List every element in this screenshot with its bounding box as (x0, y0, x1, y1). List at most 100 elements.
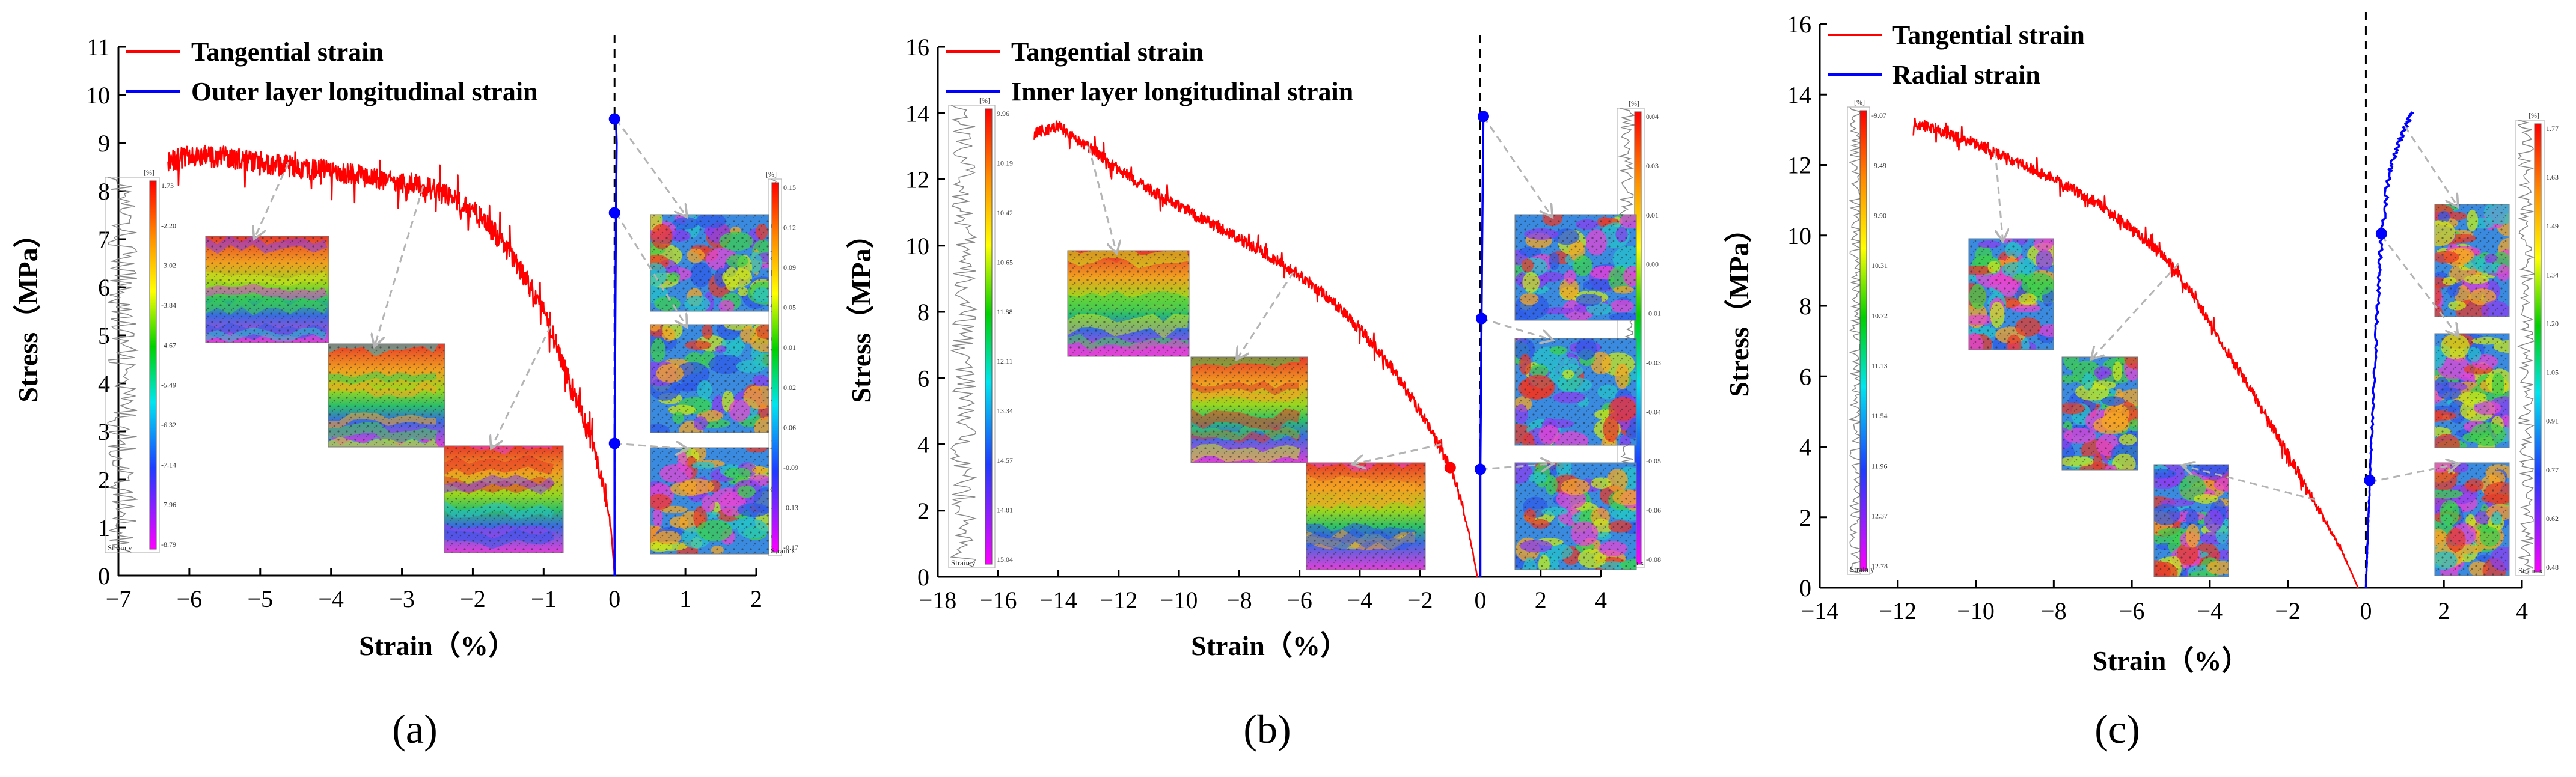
dic-speckle (2154, 465, 2229, 577)
dic-speckle (650, 215, 769, 311)
colorbar-tick-label-right: -0.01 (1646, 309, 1661, 318)
data-point-marker (608, 437, 620, 449)
colorbar-tick-label-right: 0.15 (783, 183, 796, 192)
dic-image-content (650, 325, 769, 433)
colorbar-frame-left (105, 177, 160, 553)
colorbar-profile-right (2516, 120, 2535, 575)
panel-a: −7 −6 −5 −4 −3 −2 −1 0 1 2 0 1 2 3 4 5 6 7 8 9 10 11 Strain（%）… (13, 34, 798, 661)
colorbar-tick-label-left: 15.04 (997, 555, 1013, 564)
colorbar-left: [%] 9.96 10.19 10.42 10.65 11.88 12.11 13.34 14.… (948, 96, 1013, 568)
legend-label: Tangential strain (1892, 20, 2085, 50)
dic-strain-image (1514, 462, 1637, 570)
colorbar-unit-left: [%] (144, 168, 154, 177)
dic-strain-image (1968, 238, 2054, 350)
y-tick-label: 2 (1799, 504, 1811, 531)
colorbar-tick-label-right: -0.03 (1646, 358, 1661, 367)
dic-image-frame (1968, 238, 2054, 350)
dic-image-frame (2434, 204, 2510, 317)
dic-image-content (1969, 239, 2054, 350)
series-line-second (613, 118, 618, 576)
y-tick-label: 3 (98, 418, 110, 445)
dic-image-frame (650, 447, 769, 555)
callout-arrow (255, 162, 290, 237)
y-tick-label: 8 (1799, 293, 1811, 320)
colorbar-tick-label-left: 14.81 (997, 506, 1013, 514)
colorbar-tick-label-right: 0.03 (1646, 162, 1659, 170)
x-tick-label: 2 (1535, 587, 1547, 614)
x-tick-label: 0 (2360, 597, 2372, 624)
colorbar-strip-left (985, 108, 993, 565)
y-tick-label: 10 (905, 233, 929, 260)
panel-b: −18 −16 −14 −12 −10 −8 −6 −4 −2 0 2 4 0 2 4 6 8 10 12 14 16 S… (846, 34, 1661, 661)
dic-speckle (2435, 204, 2509, 317)
dic-image-content (2435, 463, 2509, 576)
colorbar-left: [%] 1.73 -2.20 -3.02 -3.84 -4.67 -5.49 -6.32 -7.… (105, 168, 176, 553)
x-tick-label: −12 (1100, 587, 1138, 614)
callout-arrow (1481, 317, 1551, 340)
y-tick-label: 2 (917, 498, 929, 525)
y-tick-label: 10 (1787, 222, 1811, 249)
dic-image-content (444, 446, 563, 553)
dic-speckle (328, 344, 445, 447)
legend: Tangential strain Radial strain (1828, 20, 2085, 90)
series-line-tangential (1912, 117, 2359, 588)
dic-strain-image (650, 214, 769, 312)
dic-image-frame (650, 214, 769, 312)
colorbar-label-left: Strain y (108, 543, 132, 552)
dic-strain-image (2153, 464, 2229, 577)
colorbar-tick-label-left: 10.31 (1871, 261, 1888, 270)
x-tick-label: −1 (531, 585, 557, 612)
data-point-marker (1444, 462, 1456, 474)
colorbar-strip-right (2534, 123, 2542, 573)
dic-speckle (206, 236, 329, 343)
colorbar-tick-label-left: -5.49 (161, 381, 176, 389)
colorbar-profile-left (950, 105, 978, 567)
y-tick-label: 6 (917, 365, 929, 392)
dic-speckle (650, 448, 769, 554)
series-line-second (1479, 116, 1485, 577)
callout-arrow (1354, 443, 1442, 465)
colorbar-label-right: Strain x (2518, 566, 2543, 575)
dic-image-content (1191, 357, 1308, 463)
dic-speckle (1969, 239, 2054, 350)
callout-arrow (615, 212, 687, 326)
colorbar-tick-label-right: 0.06 (783, 423, 796, 431)
x-axis-label: Strain（%） (359, 630, 516, 661)
callout-arrow (375, 186, 424, 345)
callout-arrow (2369, 464, 2457, 483)
dic-speckle (1306, 463, 1425, 570)
legend-label: Tangential strain (191, 37, 384, 67)
y-axis-label: Stress（MPa） (13, 220, 43, 402)
x-tick-label: −4 (2197, 597, 2223, 624)
colorbar-tick-label-right: 1.49 (2546, 222, 2559, 230)
dic-image-frame (650, 324, 769, 433)
colorbar-unit-right: [%] (1629, 99, 1639, 108)
dic-speckle (2435, 463, 2509, 576)
colorbar-tick-label-left: -9.49 (1871, 161, 1886, 169)
dic-strain-image (2434, 204, 2510, 317)
y-axis-label: Stress（MPa） (1724, 215, 1754, 397)
colorbar-profile-left (1848, 106, 1864, 574)
colorbar-tick-label-right: 0.77 (2546, 466, 2559, 474)
colorbar-tick-label-right: 1.20 (2546, 319, 2559, 328)
colorbar-tick-label-left: -7.14 (161, 460, 176, 469)
dic-image-frame (328, 343, 445, 448)
colorbar-unit-right: [%] (766, 170, 777, 178)
colorbar-tick-label-right: 0.02 (783, 383, 796, 392)
y-axis-label: Stress（MPa） (846, 221, 877, 403)
legend-label: Tangential strain (1011, 37, 1204, 67)
x-axis-label: Strain（%） (1191, 630, 1348, 661)
x-tick-label: −14 (1039, 587, 1077, 614)
colorbar-unit-left: [%] (1854, 98, 1865, 106)
dic-image-content (1068, 251, 1189, 356)
y-tick-label: 16 (905, 34, 929, 61)
dic-image-content (328, 344, 445, 447)
y-tick-label: 8 (98, 178, 110, 205)
colorbar-tick-label-right: -0.04 (1646, 407, 1661, 416)
colorbar-tick-label-left: 12.78 (1871, 562, 1888, 570)
panel-c: −14 −12 −10 −8 −6 −4 −2 0 2 4 0 2 4 6 8 10 12 14 16 Strain（… (1724, 11, 2559, 676)
colorbar-tick-label-left: -9.07 (1871, 111, 1886, 120)
y-tick-label: 14 (905, 100, 929, 127)
y-tick-label: 5 (98, 322, 110, 349)
colorbar-strip-right (771, 182, 779, 553)
